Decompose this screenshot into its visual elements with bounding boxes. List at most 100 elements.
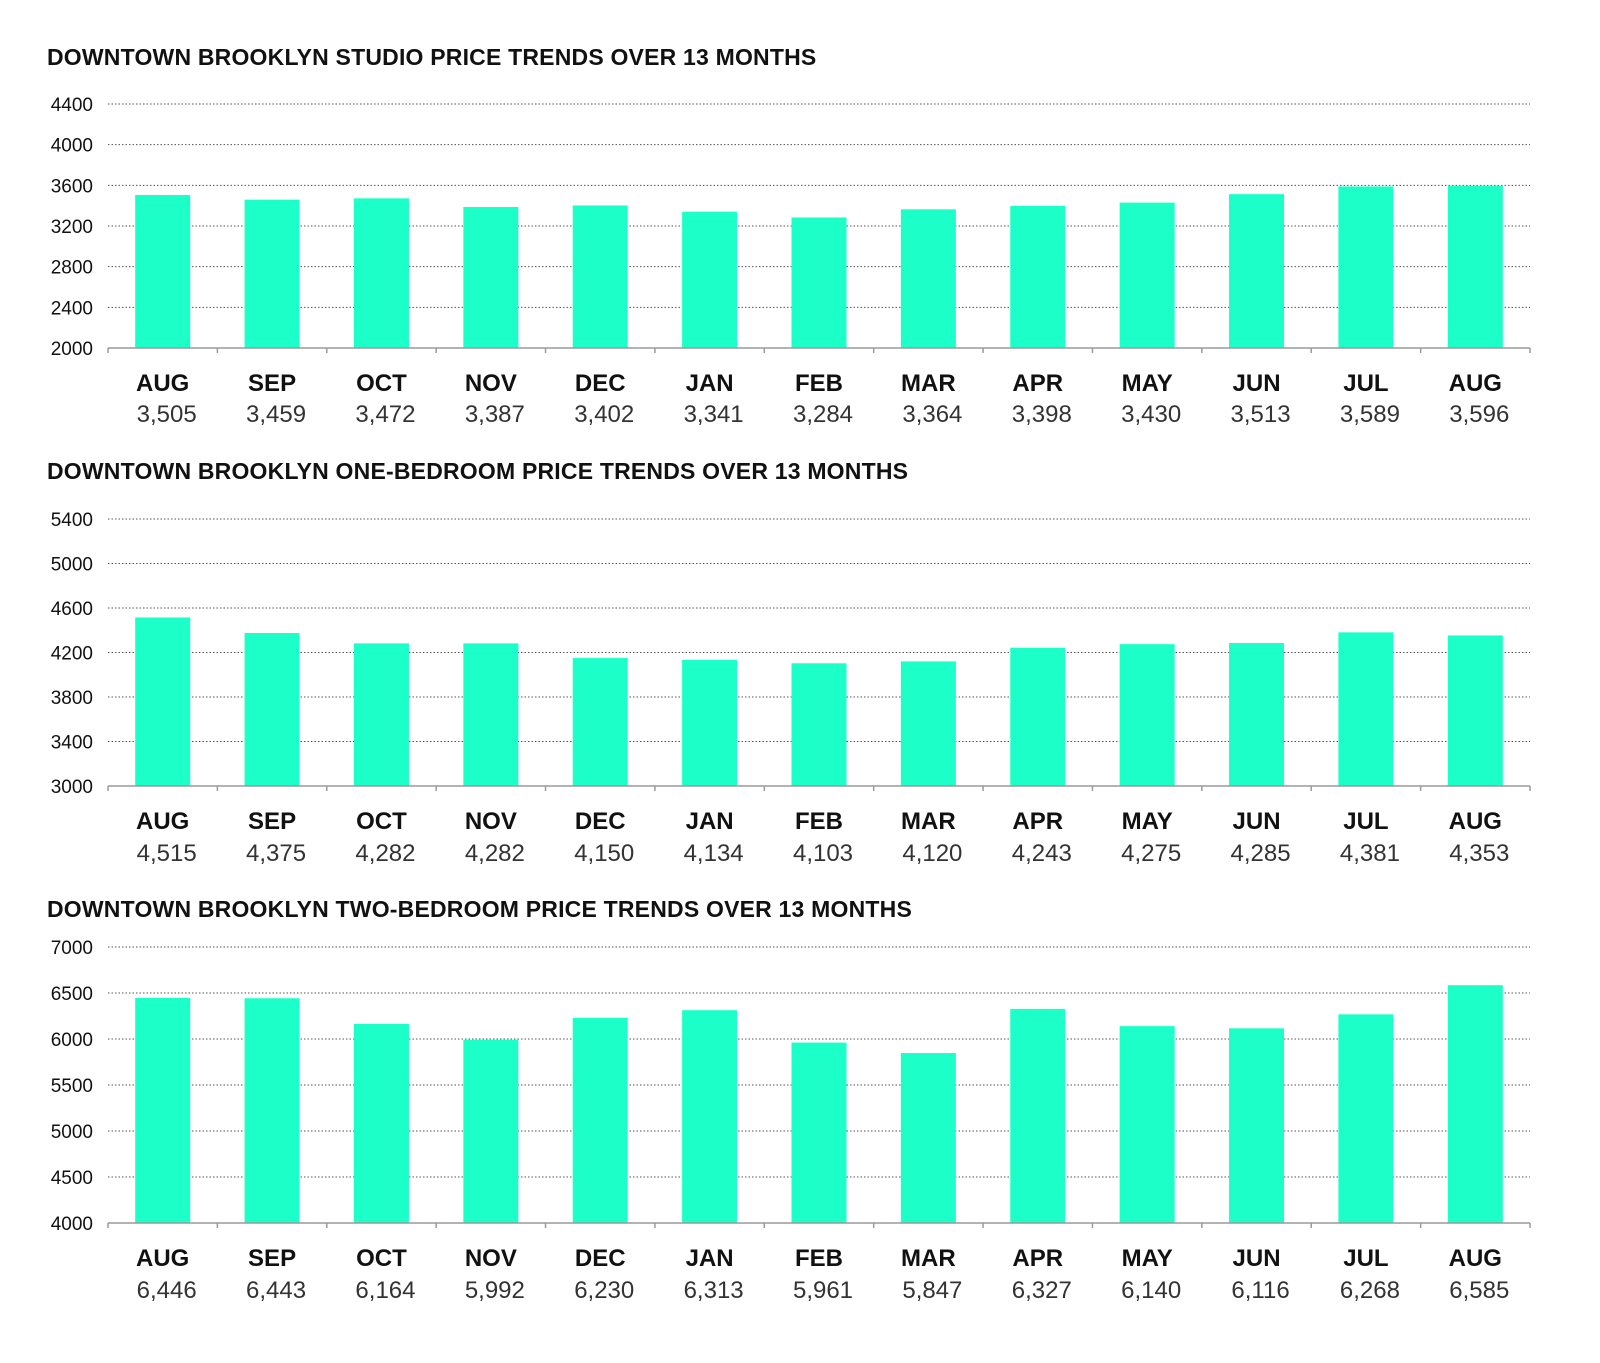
studio-chart-title: DOWNTOWN BROOKLYN STUDIO PRICE TRENDS OV… — [47, 44, 817, 70]
x-category-label: FEB — [795, 370, 843, 397]
x-category-label: JUN — [1233, 808, 1281, 835]
data-value-label: 5,961 — [793, 1277, 853, 1304]
y-tick-label: 5500 — [51, 1076, 93, 1097]
bar — [135, 194, 191, 348]
x-category-label: APR — [1012, 370, 1063, 397]
bar — [900, 661, 956, 786]
bar — [682, 1010, 738, 1223]
two-bedroom-chart-title: DOWNTOWN BROOKLYN TWO-BEDROOM PRICE TREN… — [47, 896, 912, 922]
y-tick-label: 4600 — [51, 599, 93, 620]
x-category-label: AUG — [1449, 370, 1502, 397]
bar — [463, 206, 519, 348]
y-tick-label: 2400 — [51, 298, 93, 319]
data-value-label: 4,134 — [684, 840, 744, 867]
bar — [1119, 644, 1175, 786]
x-category-label: MAR — [901, 370, 956, 397]
data-value-label: 4,275 — [1121, 840, 1181, 867]
x-category-label: NOV — [465, 1245, 517, 1272]
bar — [572, 1017, 628, 1223]
y-tick-label: 2000 — [51, 339, 93, 360]
x-category-label: MAY — [1122, 1245, 1173, 1272]
bar — [135, 617, 191, 786]
data-value-label: 3,430 — [1121, 401, 1181, 428]
data-value-label: 5,992 — [465, 1277, 525, 1304]
data-value-label: 3,387 — [465, 401, 525, 428]
bar — [1010, 205, 1066, 348]
data-value-label: 4,282 — [355, 840, 415, 867]
x-category-label: AUG — [136, 808, 189, 835]
bar — [353, 1023, 409, 1223]
data-value-label: 4,282 — [465, 840, 525, 867]
y-tick-label: 5000 — [51, 1122, 93, 1143]
x-category-label: DEC — [575, 370, 626, 397]
bar — [1447, 185, 1503, 348]
data-value-label: 3,364 — [902, 401, 962, 428]
data-value-label: 4,353 — [1449, 840, 1509, 867]
data-value-label: 3,402 — [574, 401, 634, 428]
x-category-label: SEP — [248, 370, 296, 397]
bar — [463, 1039, 519, 1223]
studio-chart-plot: 2000 2400 2800 3200 3600 4000 4400 AUG 3,505 SEP 3… — [51, 95, 1531, 428]
y-tick-label: 4400 — [51, 95, 93, 116]
bar — [1119, 1026, 1175, 1223]
y-tick-label: 3200 — [51, 217, 93, 238]
data-value-label: 4,375 — [246, 840, 306, 867]
data-value-label: 5,847 — [902, 1277, 962, 1304]
x-category-label: APR — [1012, 1245, 1063, 1272]
data-value-label: 6,585 — [1449, 1277, 1509, 1304]
x-category-label: FEB — [795, 1245, 843, 1272]
data-value-label: 3,472 — [355, 401, 415, 428]
x-category-label: MAY — [1122, 370, 1173, 397]
y-tick-label: 3000 — [51, 777, 93, 798]
data-value-label: 3,505 — [137, 401, 197, 428]
x-category-label: JUN — [1233, 370, 1281, 397]
data-value-label: 6,230 — [574, 1277, 634, 1304]
x-category-label: NOV — [465, 370, 517, 397]
bar — [135, 997, 191, 1223]
x-category-label: AUG — [136, 370, 189, 397]
x-category-label: DEC — [575, 808, 626, 835]
y-tick-label: 4000 — [51, 136, 93, 157]
x-category-label: JAN — [686, 808, 734, 835]
x-category-label: APR — [1012, 808, 1063, 835]
y-tick-label: 3400 — [51, 733, 93, 754]
bar — [1447, 635, 1503, 786]
x-category-label: FEB — [795, 808, 843, 835]
bar — [1447, 985, 1503, 1223]
y-tick-label: 6000 — [51, 1030, 93, 1051]
data-value-label: 6,268 — [1340, 1277, 1400, 1304]
data-value-label: 3,589 — [1340, 401, 1400, 428]
one-bedroom-chart: DOWNTOWN BROOKLYN ONE-BEDROOM PRICE TREN… — [47, 458, 1531, 867]
x-category-label: OCT — [356, 370, 407, 397]
x-category-label: JUL — [1343, 1245, 1388, 1272]
bar — [791, 663, 847, 786]
data-value-label: 6,327 — [1012, 1277, 1072, 1304]
bar — [1229, 194, 1285, 348]
bar — [1010, 1008, 1066, 1223]
bar — [353, 643, 409, 786]
bar — [244, 998, 300, 1223]
one-bedroom-chart-title: DOWNTOWN BROOKLYN ONE-BEDROOM PRICE TREN… — [47, 458, 909, 484]
data-value-label: 6,443 — [246, 1277, 306, 1304]
bar — [1338, 186, 1394, 348]
bar — [244, 199, 300, 348]
x-category-label: JUL — [1343, 370, 1388, 397]
data-value-label: 4,120 — [902, 840, 962, 867]
y-tick-label: 6500 — [51, 984, 93, 1005]
x-category-label: SEP — [248, 1245, 296, 1272]
y-tick-label: 4500 — [51, 1168, 93, 1189]
data-value-label: 4,515 — [137, 840, 197, 867]
bar — [1338, 632, 1394, 786]
y-tick-label: 2800 — [51, 258, 93, 279]
x-category-label: JUN — [1233, 1245, 1281, 1272]
bar — [900, 1053, 956, 1223]
x-category-label: OCT — [356, 1245, 407, 1272]
bar — [682, 659, 738, 786]
bar — [353, 198, 409, 348]
bar — [463, 643, 519, 786]
data-value-label: 6,446 — [137, 1277, 197, 1304]
y-tick-label: 5000 — [51, 555, 93, 576]
y-tick-label: 7000 — [51, 938, 93, 959]
bar — [900, 209, 956, 348]
